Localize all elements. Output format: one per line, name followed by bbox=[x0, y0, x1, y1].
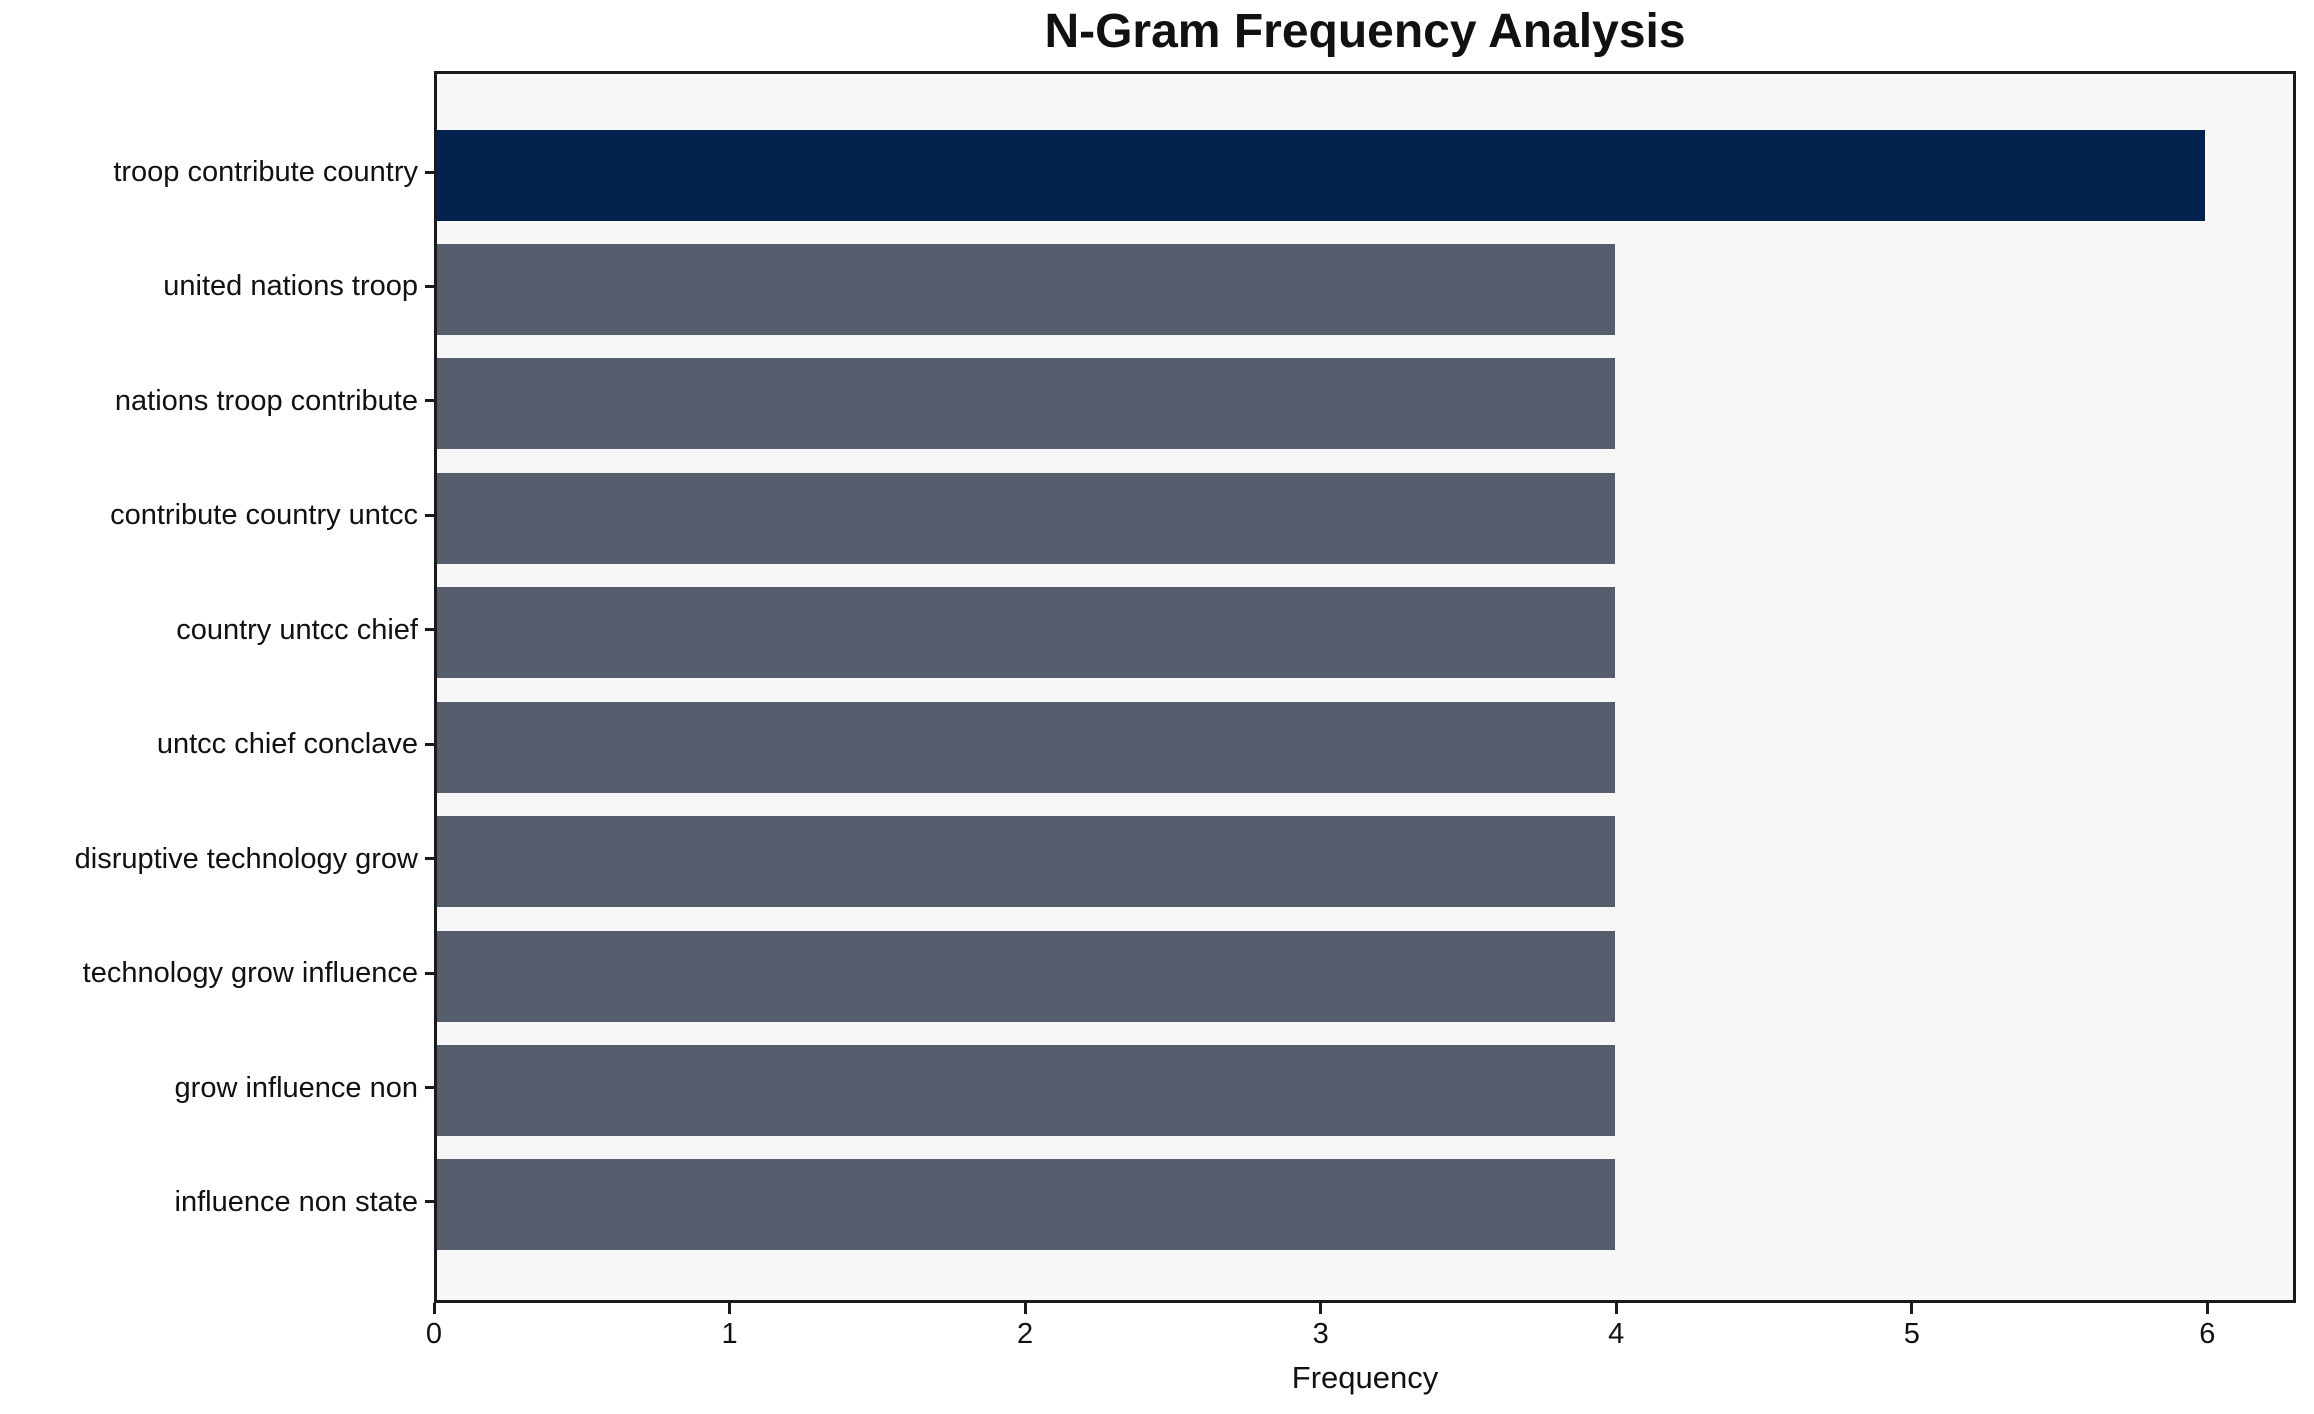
y-tick bbox=[425, 170, 434, 174]
x-tick-label: 0 bbox=[425, 1318, 443, 1350]
bar bbox=[437, 816, 1616, 908]
y-tick bbox=[425, 399, 434, 403]
x-tick bbox=[728, 1303, 732, 1314]
y-tick-label: troop contribute country bbox=[113, 156, 418, 188]
bar bbox=[437, 587, 1616, 679]
bar bbox=[437, 472, 1616, 564]
y-tick-label: disruptive technology grow bbox=[74, 842, 418, 875]
bar bbox=[437, 1159, 1616, 1251]
x-tick-label: 2 bbox=[1017, 1318, 1034, 1350]
x-tick-label: 4 bbox=[1608, 1318, 1625, 1350]
y-tick-label: influence non state bbox=[174, 1185, 418, 1218]
y-tick-label: country untcc chief bbox=[176, 613, 418, 646]
bar bbox=[437, 701, 1616, 793]
x-tick bbox=[2205, 1303, 2209, 1314]
y-tick bbox=[425, 971, 434, 975]
bar bbox=[437, 1045, 1616, 1137]
x-tick-label: 1 bbox=[721, 1318, 738, 1350]
x-tick bbox=[432, 1303, 436, 1314]
y-tick-label: untcc chief conclave bbox=[156, 728, 418, 761]
x-tick bbox=[1910, 1303, 1914, 1314]
x-tick-label: 6 bbox=[2199, 1318, 2216, 1350]
y-tick bbox=[425, 284, 434, 288]
x-tick bbox=[1614, 1303, 1618, 1314]
x-tick-label: 5 bbox=[1903, 1318, 1920, 1350]
bar bbox=[437, 129, 2205, 221]
y-tick-label: grow influence non bbox=[174, 1071, 418, 1104]
y-tick bbox=[425, 513, 434, 517]
y-tick bbox=[425, 742, 434, 746]
x-tick-label: 3 bbox=[1312, 1318, 1329, 1350]
y-tick-label: nations troop contribute bbox=[114, 384, 418, 417]
y-tick bbox=[425, 1200, 434, 1204]
y-tick-label: united nations troop bbox=[163, 270, 418, 303]
x-tick bbox=[1319, 1303, 1323, 1314]
chart-title: N-Gram Frequency Analysis bbox=[1044, 5, 1686, 58]
y-tick bbox=[425, 1086, 434, 1090]
bar bbox=[437, 243, 1616, 335]
bar bbox=[437, 358, 1616, 450]
y-tick-label: technology grow influence bbox=[82, 957, 418, 990]
bar bbox=[437, 930, 1616, 1022]
x-axis-label: Frequency bbox=[1291, 1360, 1439, 1395]
x-tick bbox=[1023, 1303, 1027, 1314]
y-tick bbox=[425, 628, 434, 632]
y-tick-label: contribute country untcc bbox=[110, 499, 418, 532]
plot-area bbox=[434, 71, 2296, 1303]
y-tick bbox=[425, 857, 434, 861]
